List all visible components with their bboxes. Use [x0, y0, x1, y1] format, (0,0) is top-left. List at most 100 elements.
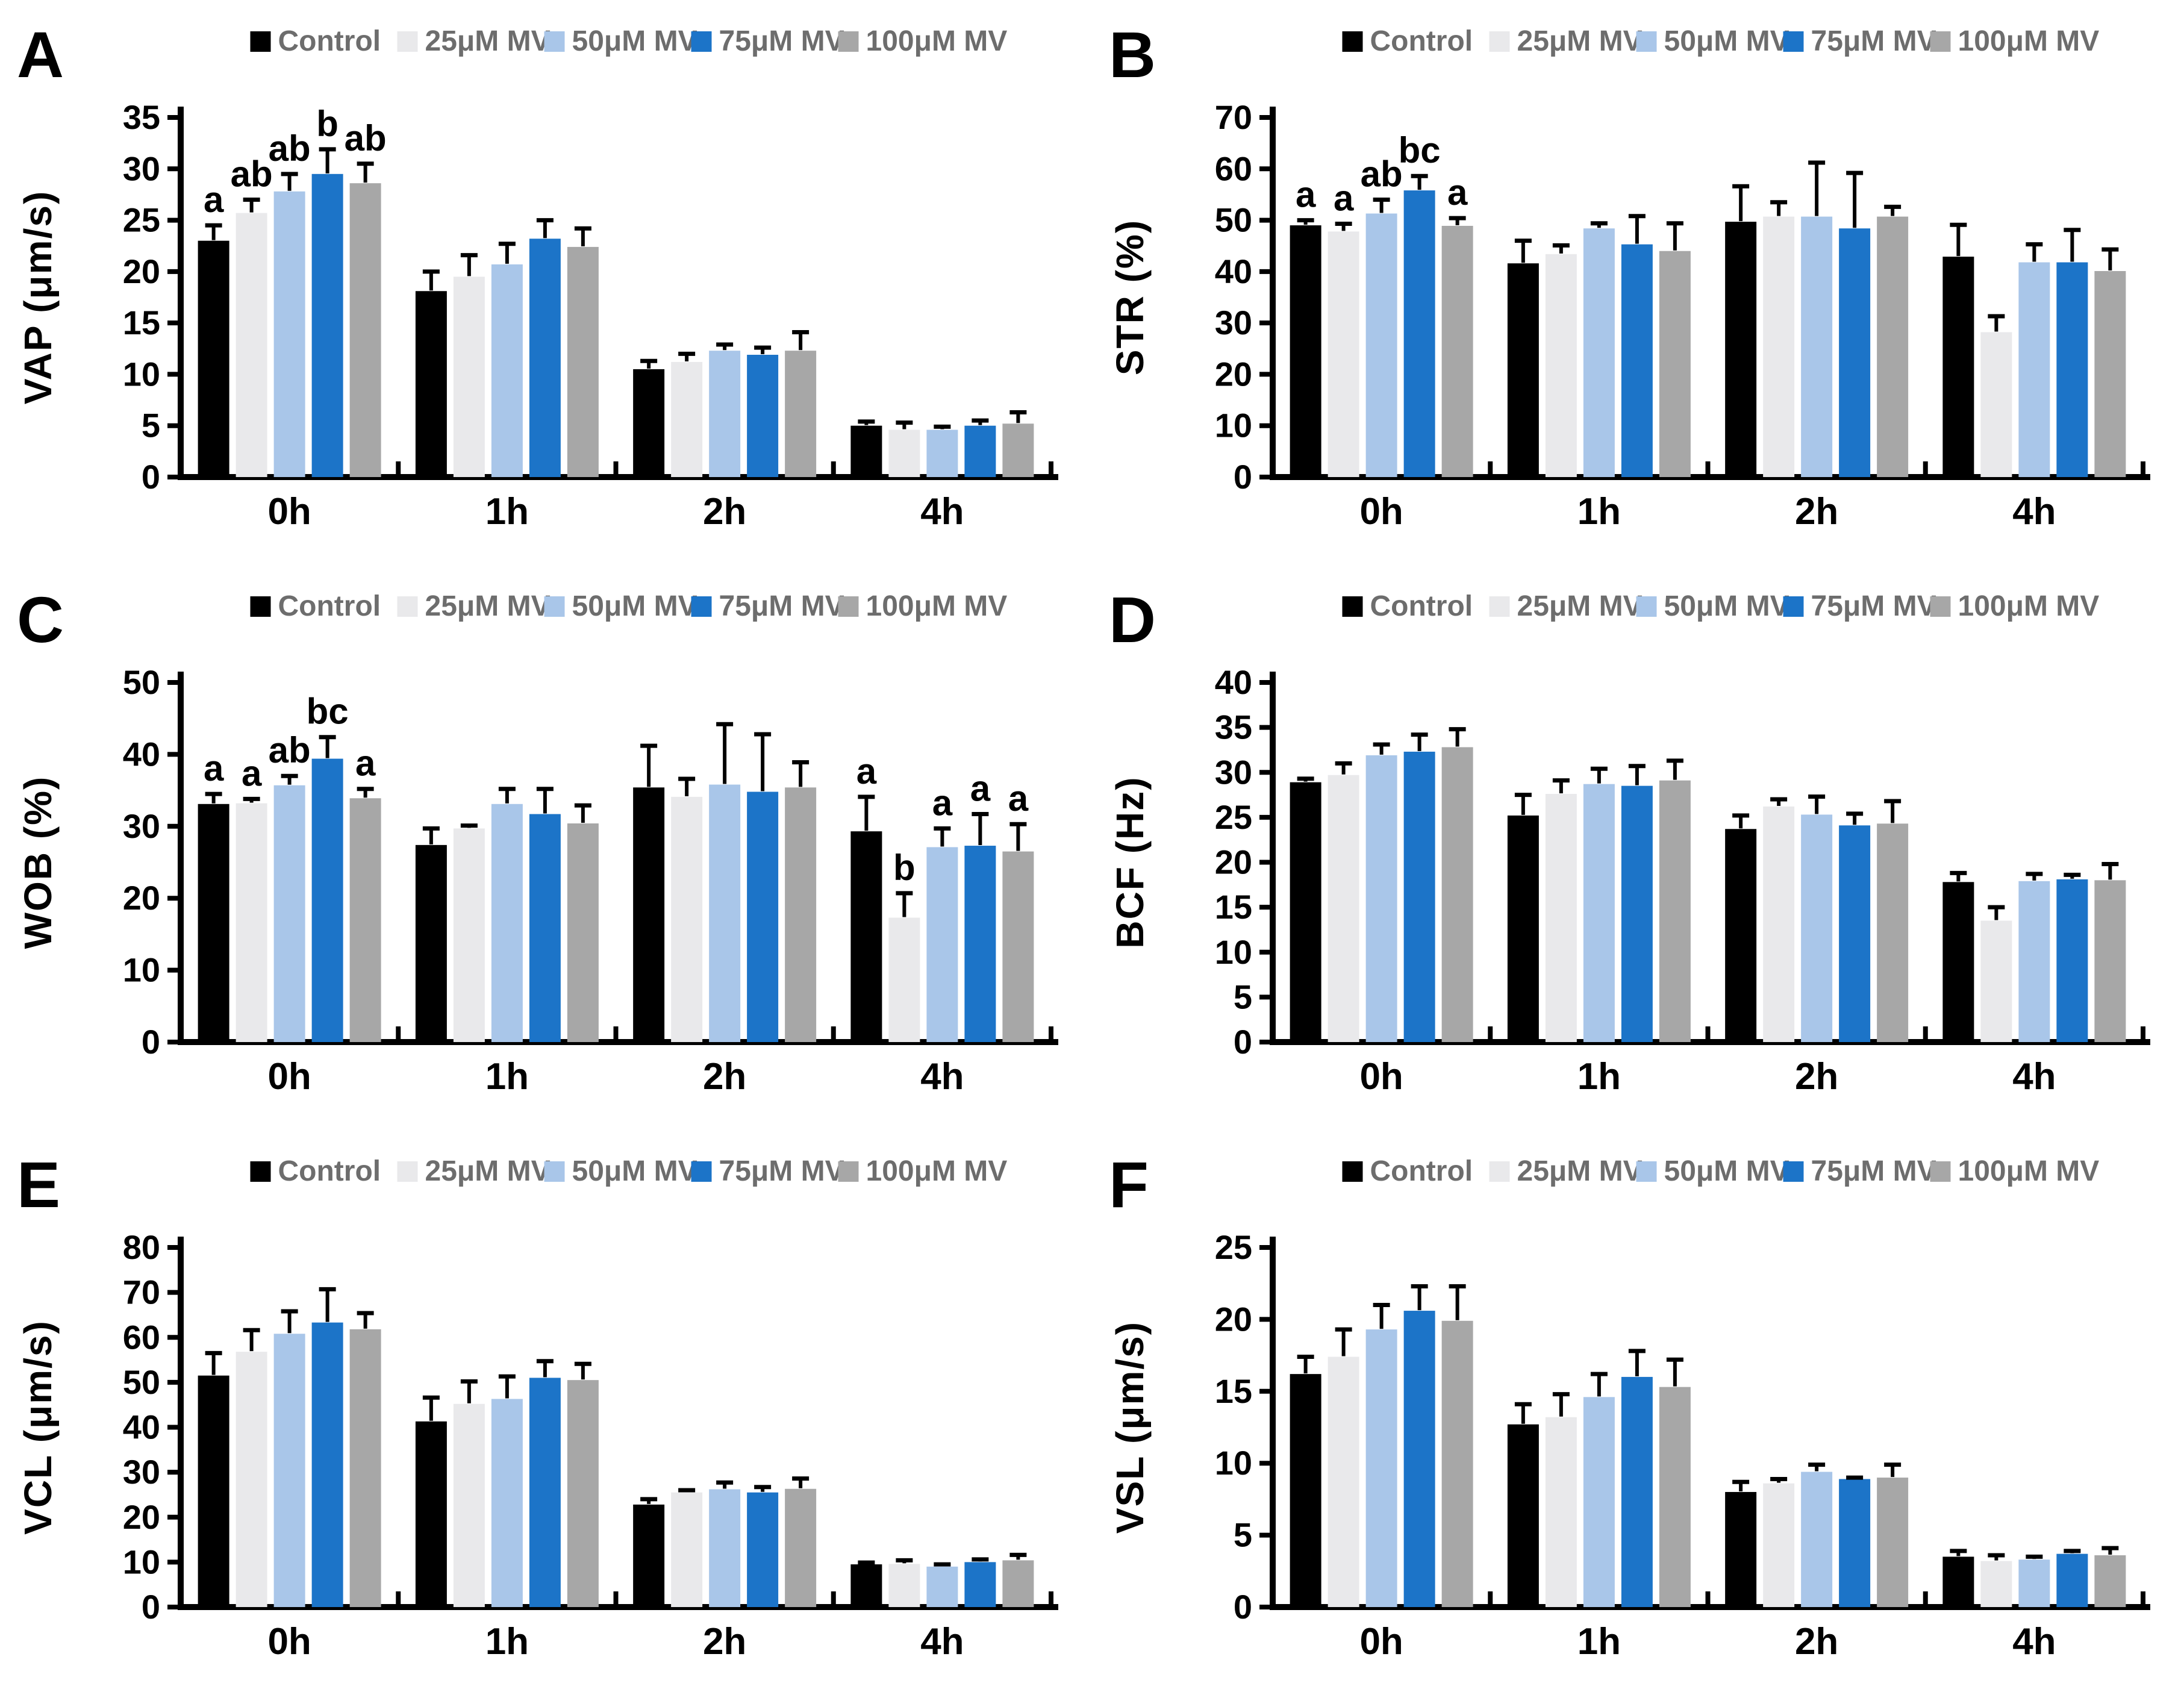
y-tick-label: 10 — [1215, 933, 1252, 971]
y-tick-label: 10 — [1215, 407, 1252, 445]
bar-4h-3 — [2018, 1559, 2050, 1607]
error-bar — [1373, 197, 1390, 213]
error-bar — [2101, 1546, 2119, 1555]
legend-label: 50μM MV — [572, 590, 697, 622]
error-bar — [1770, 797, 1788, 806]
bar-0h-4 — [311, 758, 343, 1042]
bar-0h-3 — [273, 1334, 305, 1607]
y-tick-label: 35 — [1215, 708, 1252, 746]
y-tick-label: 25 — [1215, 798, 1252, 836]
panel-D: D Control 25μM MV 50μM MV 75μM MV 100μM MV BCF… — [1092, 565, 2184, 1130]
legend-item: 25μM MV — [397, 25, 551, 57]
bar-1h-3 — [1583, 1397, 1615, 1607]
error-bar — [319, 147, 336, 173]
error-bar — [640, 358, 658, 369]
chart-D: D Control 25μM MV 50μM MV 75μM MV 100μM MV BCF… — [1108, 583, 2150, 1097]
legend-swatch-1 — [1342, 1161, 1363, 1182]
panel-letter: D — [1109, 583, 1156, 656]
error-bar — [1732, 184, 1750, 222]
chart-A: A Control 25μM MV 50μM MV 75μM MV 100μM MV VAP… — [16, 18, 1058, 532]
y-tick-label: 0 — [142, 1588, 160, 1626]
sig-letter: a — [355, 743, 376, 784]
legend-swatch-4 — [691, 596, 712, 617]
error-bar — [858, 1560, 875, 1565]
y-tick-label: 20 — [123, 879, 160, 917]
y-axis-label: VSL (μm/s) — [1108, 1321, 1152, 1534]
error-bar — [678, 351, 696, 361]
bar-4h-5 — [1002, 1560, 1034, 1607]
bar-4h-1 — [850, 425, 882, 477]
bar-1h-5 — [567, 823, 599, 1042]
error-bar — [1411, 1284, 1428, 1311]
error-bar — [1297, 218, 1314, 225]
legend-item: 25μM MV — [1489, 590, 1643, 622]
error-bar — [243, 1328, 260, 1352]
legend-swatch-3 — [1636, 31, 1657, 52]
legend-label: 25μM MV — [1517, 25, 1643, 57]
bar-1h-4 — [1621, 244, 1653, 477]
sig-letter: a — [242, 753, 262, 793]
panel-A: A Control 25μM MV 50μM MV 75μM MV 100μM MV VAP… — [0, 0, 1092, 565]
bar-4h-4 — [964, 1562, 996, 1607]
bar-2h-1 — [1725, 829, 1757, 1042]
error-bar — [536, 1359, 554, 1378]
y-tick-label: 0 — [1234, 1023, 1252, 1061]
error-bar — [1732, 813, 1750, 829]
error-bar — [357, 1311, 374, 1329]
y-tick-label: 60 — [1215, 149, 1252, 187]
error-bar — [1988, 314, 2005, 332]
y-tick-label: 5 — [1234, 1516, 1252, 1554]
error-bar — [1552, 778, 1570, 794]
error-bar — [678, 1488, 696, 1493]
y-tick-label: 15 — [1215, 1372, 1252, 1410]
chart-E: E Control 25μM MV 50μM MV 75μM MV 100μM MV VCL… — [16, 1148, 1058, 1662]
error-bar — [896, 1558, 913, 1564]
y-tick-label: 0 — [1234, 1588, 1252, 1626]
y-tick-label: 5 — [1234, 978, 1252, 1016]
legend-swatch-2 — [397, 1161, 418, 1182]
sig-letter: a — [932, 782, 953, 823]
legend-swatch-3 — [544, 1161, 565, 1182]
bar-2h-5 — [1877, 216, 1909, 477]
bar-0h-2 — [1328, 1356, 1359, 1607]
x-tick-label: 1h — [485, 1621, 529, 1662]
legend-label: 25μM MV — [1517, 590, 1643, 622]
legend-item: 75μM MV — [1783, 1155, 1936, 1187]
bar-2h-2 — [671, 361, 703, 477]
legend-label: 100μM MV — [1958, 1155, 2100, 1187]
error-bar — [1009, 410, 1027, 423]
bar-1h-4 — [529, 239, 561, 477]
y-tick-label: 20 — [1215, 843, 1252, 881]
x-tick-label: 4h — [2012, 491, 2056, 532]
bar-1h-1 — [1507, 263, 1539, 477]
legend-label: 25μM MV — [1517, 1155, 1643, 1187]
bar-1h-2 — [453, 276, 485, 477]
chart-C: C Control 25μM MV 50μM MV 75μM MV 100μM MV WOB… — [16, 583, 1058, 1097]
sig-letter: ab — [1361, 154, 1403, 194]
bar-1h-5 — [1659, 780, 1691, 1042]
legend-swatch-3 — [1636, 596, 1657, 617]
bar-4h-1 — [1942, 882, 1974, 1042]
error-bar — [1666, 1357, 1683, 1387]
x-tick-label: 1h — [1577, 491, 1621, 532]
error-bar — [1514, 1402, 1532, 1424]
error-bar — [1950, 1549, 1967, 1556]
bar-0h-2 — [236, 803, 267, 1042]
y-tick-label: 40 — [123, 1408, 160, 1446]
error-bar — [1552, 1392, 1570, 1417]
bar-0h-5 — [349, 798, 381, 1042]
bar-4h-5 — [2094, 880, 2126, 1042]
legend-swatch-4 — [1783, 596, 1804, 617]
error-bar — [422, 1395, 440, 1421]
bar-2h-5 — [1877, 1478, 1909, 1607]
legend-swatch-4 — [1783, 31, 1804, 52]
bar-0h-3 — [273, 785, 305, 1042]
legend-swatch-1 — [1342, 31, 1363, 52]
bar-0h-1 — [198, 240, 229, 477]
error-bar — [1770, 1476, 1788, 1483]
error-bar — [422, 826, 440, 844]
sig-letter: a — [856, 751, 877, 791]
error-bar — [1449, 216, 1466, 225]
error-bar — [972, 812, 989, 846]
